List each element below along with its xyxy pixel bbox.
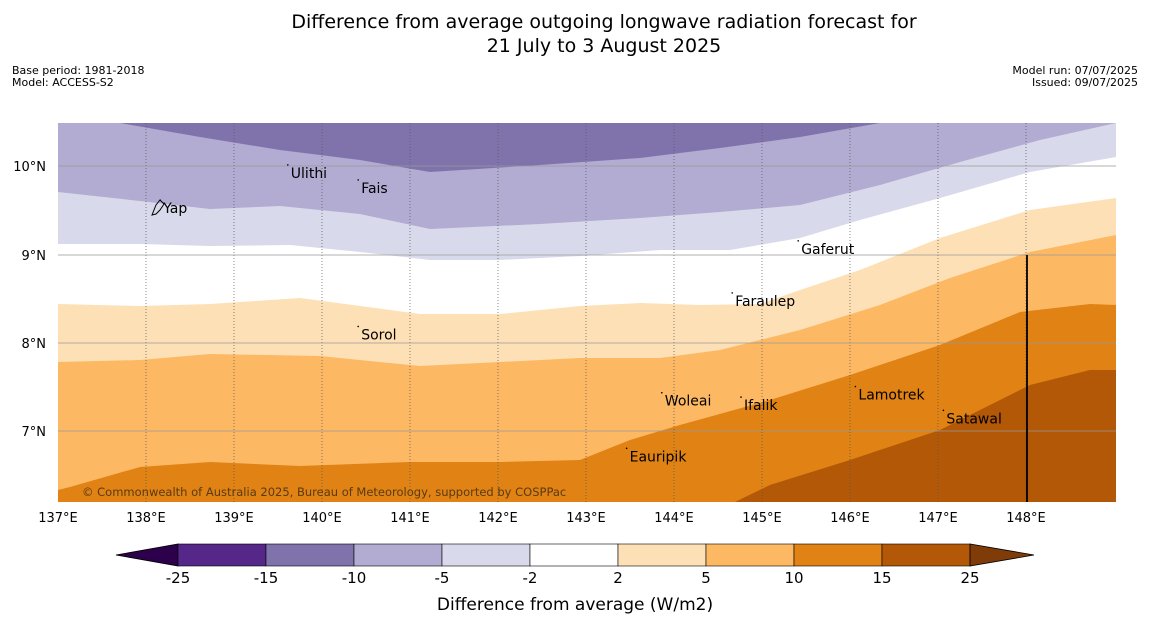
place-marker — [731, 292, 733, 294]
place-label-satawal: Satawal — [946, 411, 1001, 427]
lat-tick: 10°N — [13, 160, 46, 175]
place-label-ulithi: Ulithi — [291, 166, 327, 182]
place-marker — [661, 391, 663, 394]
place-label-yap: Yap — [162, 201, 187, 217]
map-title: Difference from average outgoing longwav… — [0, 10, 1150, 58]
colorbar-tick: 15 — [872, 569, 891, 587]
place-marker — [740, 396, 742, 398]
lon-tick: 144°E — [654, 511, 694, 526]
place-marker — [854, 385, 857, 388]
colorbar-label: Difference from average (W/m2) — [437, 595, 713, 615]
copyright-notice: © Commonwealth of Australia 2025, Bureau… — [82, 485, 566, 499]
colorbar-tick: -15 — [254, 569, 279, 587]
title-line-2: 21 July to 3 August 2025 — [486, 35, 722, 57]
lon-tick: 143°E — [566, 511, 606, 526]
colorbar-segment — [881, 543, 971, 567]
colorbar-tick: -5 — [435, 569, 450, 587]
meta-left: Base period: 1981-2018 Model: ACCESS-S2 — [12, 65, 144, 89]
lon-tick: 146°E — [830, 511, 870, 526]
colorbar-tick: -10 — [342, 569, 367, 587]
colorbar-segment — [705, 543, 795, 567]
latitude-tick-labels: 10°N 9°N 8°N 7°N — [13, 160, 46, 440]
lon-tick: 140°E — [302, 511, 342, 526]
place-label-lamotrek: Lamotrek — [858, 388, 925, 404]
colorbar-tick: -2 — [523, 569, 538, 587]
colorbar-segment — [441, 543, 531, 567]
lon-tick: 141°E — [390, 511, 430, 526]
colorbar-segment — [265, 543, 355, 567]
colorbar-tick: 2 — [613, 569, 623, 587]
lat-tick: 7°N — [22, 425, 47, 440]
place-label-gaferut: Gaferut — [801, 242, 855, 258]
colorbar-segment — [529, 543, 619, 567]
place-marker — [797, 240, 799, 242]
lon-tick: 137°E — [38, 511, 78, 526]
colorbar-tick: 25 — [960, 569, 979, 587]
longitude-tick-labels: 137°E 138°E 139°E 140°E 141°E 142°E 143°… — [38, 511, 1046, 526]
issued-date: Issued: 09/07/2025 — [1031, 76, 1138, 89]
place-labels: Yap Ulithi Fais Gaferut Faraulep Sorol Woleai I… — [159, 164, 1002, 465]
colorbar-segment — [177, 543, 267, 567]
latitude-gridlines — [58, 165, 1116, 432]
base-period: Base period: 1981-2018 — [12, 64, 145, 77]
colorbar-tick: 10 — [784, 569, 803, 587]
lon-tick: 138°E — [126, 511, 166, 526]
colorbar-extend-low — [115, 543, 179, 567]
place-marker — [942, 409, 945, 412]
place-label-faraulep: Faraulep — [735, 294, 795, 310]
colorbar-segment — [793, 543, 883, 567]
place-marker — [357, 179, 360, 181]
place-label-woleai: Woleai — [665, 394, 712, 410]
lat-tick: 9°N — [22, 249, 47, 264]
colorbar-tick: -25 — [166, 569, 191, 587]
colorbar-extend-high — [969, 543, 1035, 567]
model-run: Model run: 07/07/2025 — [1012, 64, 1138, 77]
colorbar-segment — [617, 543, 707, 567]
meta-right: Model run: 07/07/2025 Issued: 09/07/2025 — [1012, 65, 1138, 89]
band-minus-10-15 — [120, 123, 880, 172]
lat-tick: 8°N — [22, 337, 47, 352]
map-area: © Commonwealth of Australia 2025, Bureau… — [58, 123, 1116, 502]
place-label-ifalik: Ifalik — [744, 398, 778, 414]
place-marker — [159, 199, 161, 202]
colorbar: -25 -15 -10 -5 -2 2 5 10 15 25 — [115, 543, 1035, 587]
lon-tick: 147°E — [918, 511, 958, 526]
colorbar-tick: 5 — [701, 569, 711, 587]
yap-island-shape — [151, 199, 165, 216]
lon-tick: 142°E — [478, 511, 518, 526]
lon-tick: 148°E — [1006, 511, 1046, 526]
lon-tick: 145°E — [742, 511, 782, 526]
place-label-fais: Fais — [361, 181, 388, 197]
place-label-sorol: Sorol — [361, 327, 396, 343]
lon-tick: 139°E — [214, 511, 254, 526]
longitude-gridlines — [145, 123, 1027, 502]
place-label-eauripik: Eauripik — [630, 449, 688, 465]
place-marker — [625, 447, 628, 450]
place-marker — [357, 325, 360, 328]
place-marker — [287, 164, 289, 166]
title-line-1: Difference from average outgoing longwav… — [291, 11, 917, 33]
model-name: Model: ACCESS-S2 — [12, 76, 114, 89]
colorbar-segment — [353, 543, 443, 567]
